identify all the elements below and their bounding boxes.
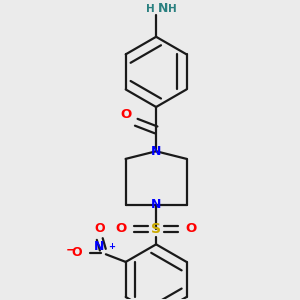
Text: H: H [146, 4, 154, 14]
Text: N: N [151, 198, 161, 211]
Text: H: H [168, 4, 177, 14]
Text: N: N [151, 145, 161, 158]
Text: O: O [94, 222, 105, 235]
Text: −: − [66, 244, 76, 257]
Text: +: + [108, 242, 115, 251]
Text: O: O [72, 246, 83, 259]
Text: O: O [120, 108, 132, 121]
Text: O: O [185, 222, 196, 235]
Text: O: O [116, 222, 127, 235]
Text: N: N [158, 2, 168, 15]
Text: S: S [151, 222, 161, 236]
Text: N: N [94, 240, 104, 253]
